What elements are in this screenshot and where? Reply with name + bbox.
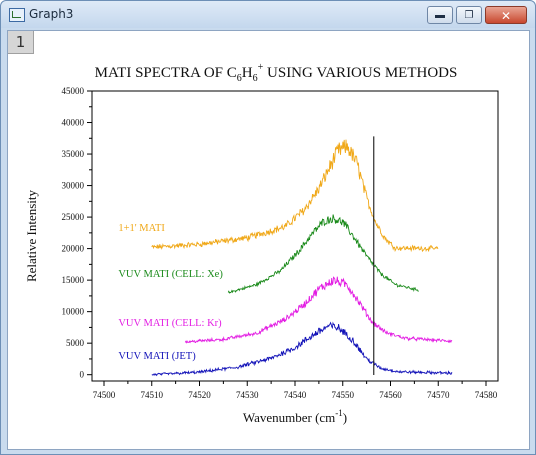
x-axis: 74500 74510 74520 74530 74540 74550 74560 74570… xyxy=(93,381,498,400)
y-tick-label: 45000 xyxy=(62,86,85,96)
window-title: Graph3 xyxy=(29,7,74,21)
series-line xyxy=(151,139,439,253)
y-tick-label: 15000 xyxy=(62,275,85,285)
series-labels: 1+1' MATI VUV MATI (CELL: Xe) VUV MATI (CE… xyxy=(118,223,223,362)
series-label: VUV MATI (JET) xyxy=(118,351,196,362)
plot-frame xyxy=(91,90,499,382)
series-line xyxy=(227,214,419,294)
y-axis: 0 5000 10000 15000 20000 25000 30000 35000 40000… xyxy=(62,86,92,380)
minimize-button[interactable]: ▬ xyxy=(427,6,453,24)
series-label: VUV MATI (CELL: Kr) xyxy=(118,318,222,329)
chart[interactable]: MATI SPECTRA OF C6H6+ USING VARIOUS METH… xyxy=(8,31,529,449)
series-label: VUV MATI (CELL: Xe) xyxy=(118,269,223,280)
chart-title: MATI SPECTRA OF C6H6+ USING VARIOUS METH… xyxy=(95,62,458,84)
series-line xyxy=(151,321,453,377)
y-tick-label: 25000 xyxy=(62,212,85,222)
x-tick-label: 74580 xyxy=(475,390,498,400)
y-tick-label: 30000 xyxy=(62,181,85,191)
x-tick-label: 74510 xyxy=(141,390,164,400)
series-layer xyxy=(151,139,453,377)
y-tick-label: 10000 xyxy=(62,307,85,317)
x-tick-label: 74570 xyxy=(427,390,450,400)
layer-tab[interactable]: 1 xyxy=(8,31,34,54)
maximize-button[interactable]: ❐ xyxy=(456,6,482,24)
y-tick-label: 40000 xyxy=(62,118,85,128)
x-tick-label: 74540 xyxy=(284,390,307,400)
y-tick-label: 5000 xyxy=(66,338,85,348)
y-axis-label: Relative Intensity xyxy=(24,189,39,282)
window-titlebar[interactable]: Graph3 ▬ ❐ ✕ xyxy=(1,1,535,28)
x-tick-label: 74530 xyxy=(236,390,259,400)
x-tick-label: 74500 xyxy=(93,390,116,400)
x-axis-label: Wavenumber (cm-1) xyxy=(243,408,347,425)
series-label: 1+1' MATI xyxy=(118,223,165,234)
y-tick-label: 0 xyxy=(80,370,85,380)
x-tick-label: 74560 xyxy=(379,390,402,400)
y-tick-label: 20000 xyxy=(62,244,85,254)
x-tick-label: 74520 xyxy=(188,390,211,400)
x-tick-label: 74550 xyxy=(332,390,355,400)
close-button[interactable]: ✕ xyxy=(485,6,527,24)
graph-window-icon[interactable] xyxy=(9,8,25,22)
series-line xyxy=(184,276,453,344)
graph-page[interactable]: MATI SPECTRA OF C6H6+ USING VARIOUS METH… xyxy=(7,30,530,450)
y-tick-label: 35000 xyxy=(62,149,85,159)
